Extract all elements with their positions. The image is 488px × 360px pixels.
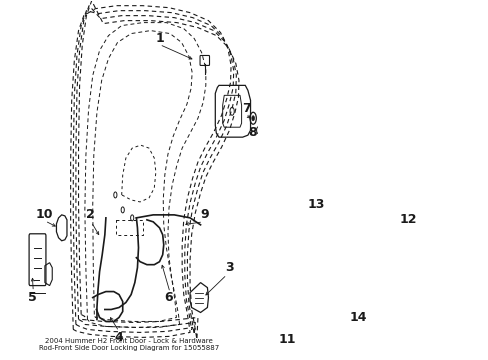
Text: 8: 8 — [247, 126, 256, 139]
Text: 10: 10 — [35, 208, 53, 221]
Text: 7: 7 — [242, 102, 251, 115]
Bar — [392, 237, 396, 253]
Circle shape — [251, 116, 254, 121]
Text: 14: 14 — [349, 311, 366, 324]
Text: 1: 1 — [155, 32, 163, 45]
Text: 5: 5 — [28, 291, 37, 304]
Text: 9: 9 — [200, 208, 209, 221]
Text: 2004 Hummer H2 Front Door - Lock & Hardware
Rod-Front Side Door Locking Diagram : 2004 Hummer H2 Front Door - Lock & Hardw… — [39, 338, 219, 351]
Text: 4: 4 — [114, 331, 123, 344]
Text: 12: 12 — [399, 213, 416, 226]
Text: 2: 2 — [85, 208, 94, 221]
Text: 13: 13 — [307, 198, 325, 211]
Bar — [392, 306, 396, 323]
Text: 3: 3 — [225, 261, 233, 274]
Text: 11: 11 — [278, 333, 296, 346]
Bar — [374, 310, 383, 319]
Bar — [374, 240, 383, 250]
Text: 6: 6 — [164, 291, 173, 304]
